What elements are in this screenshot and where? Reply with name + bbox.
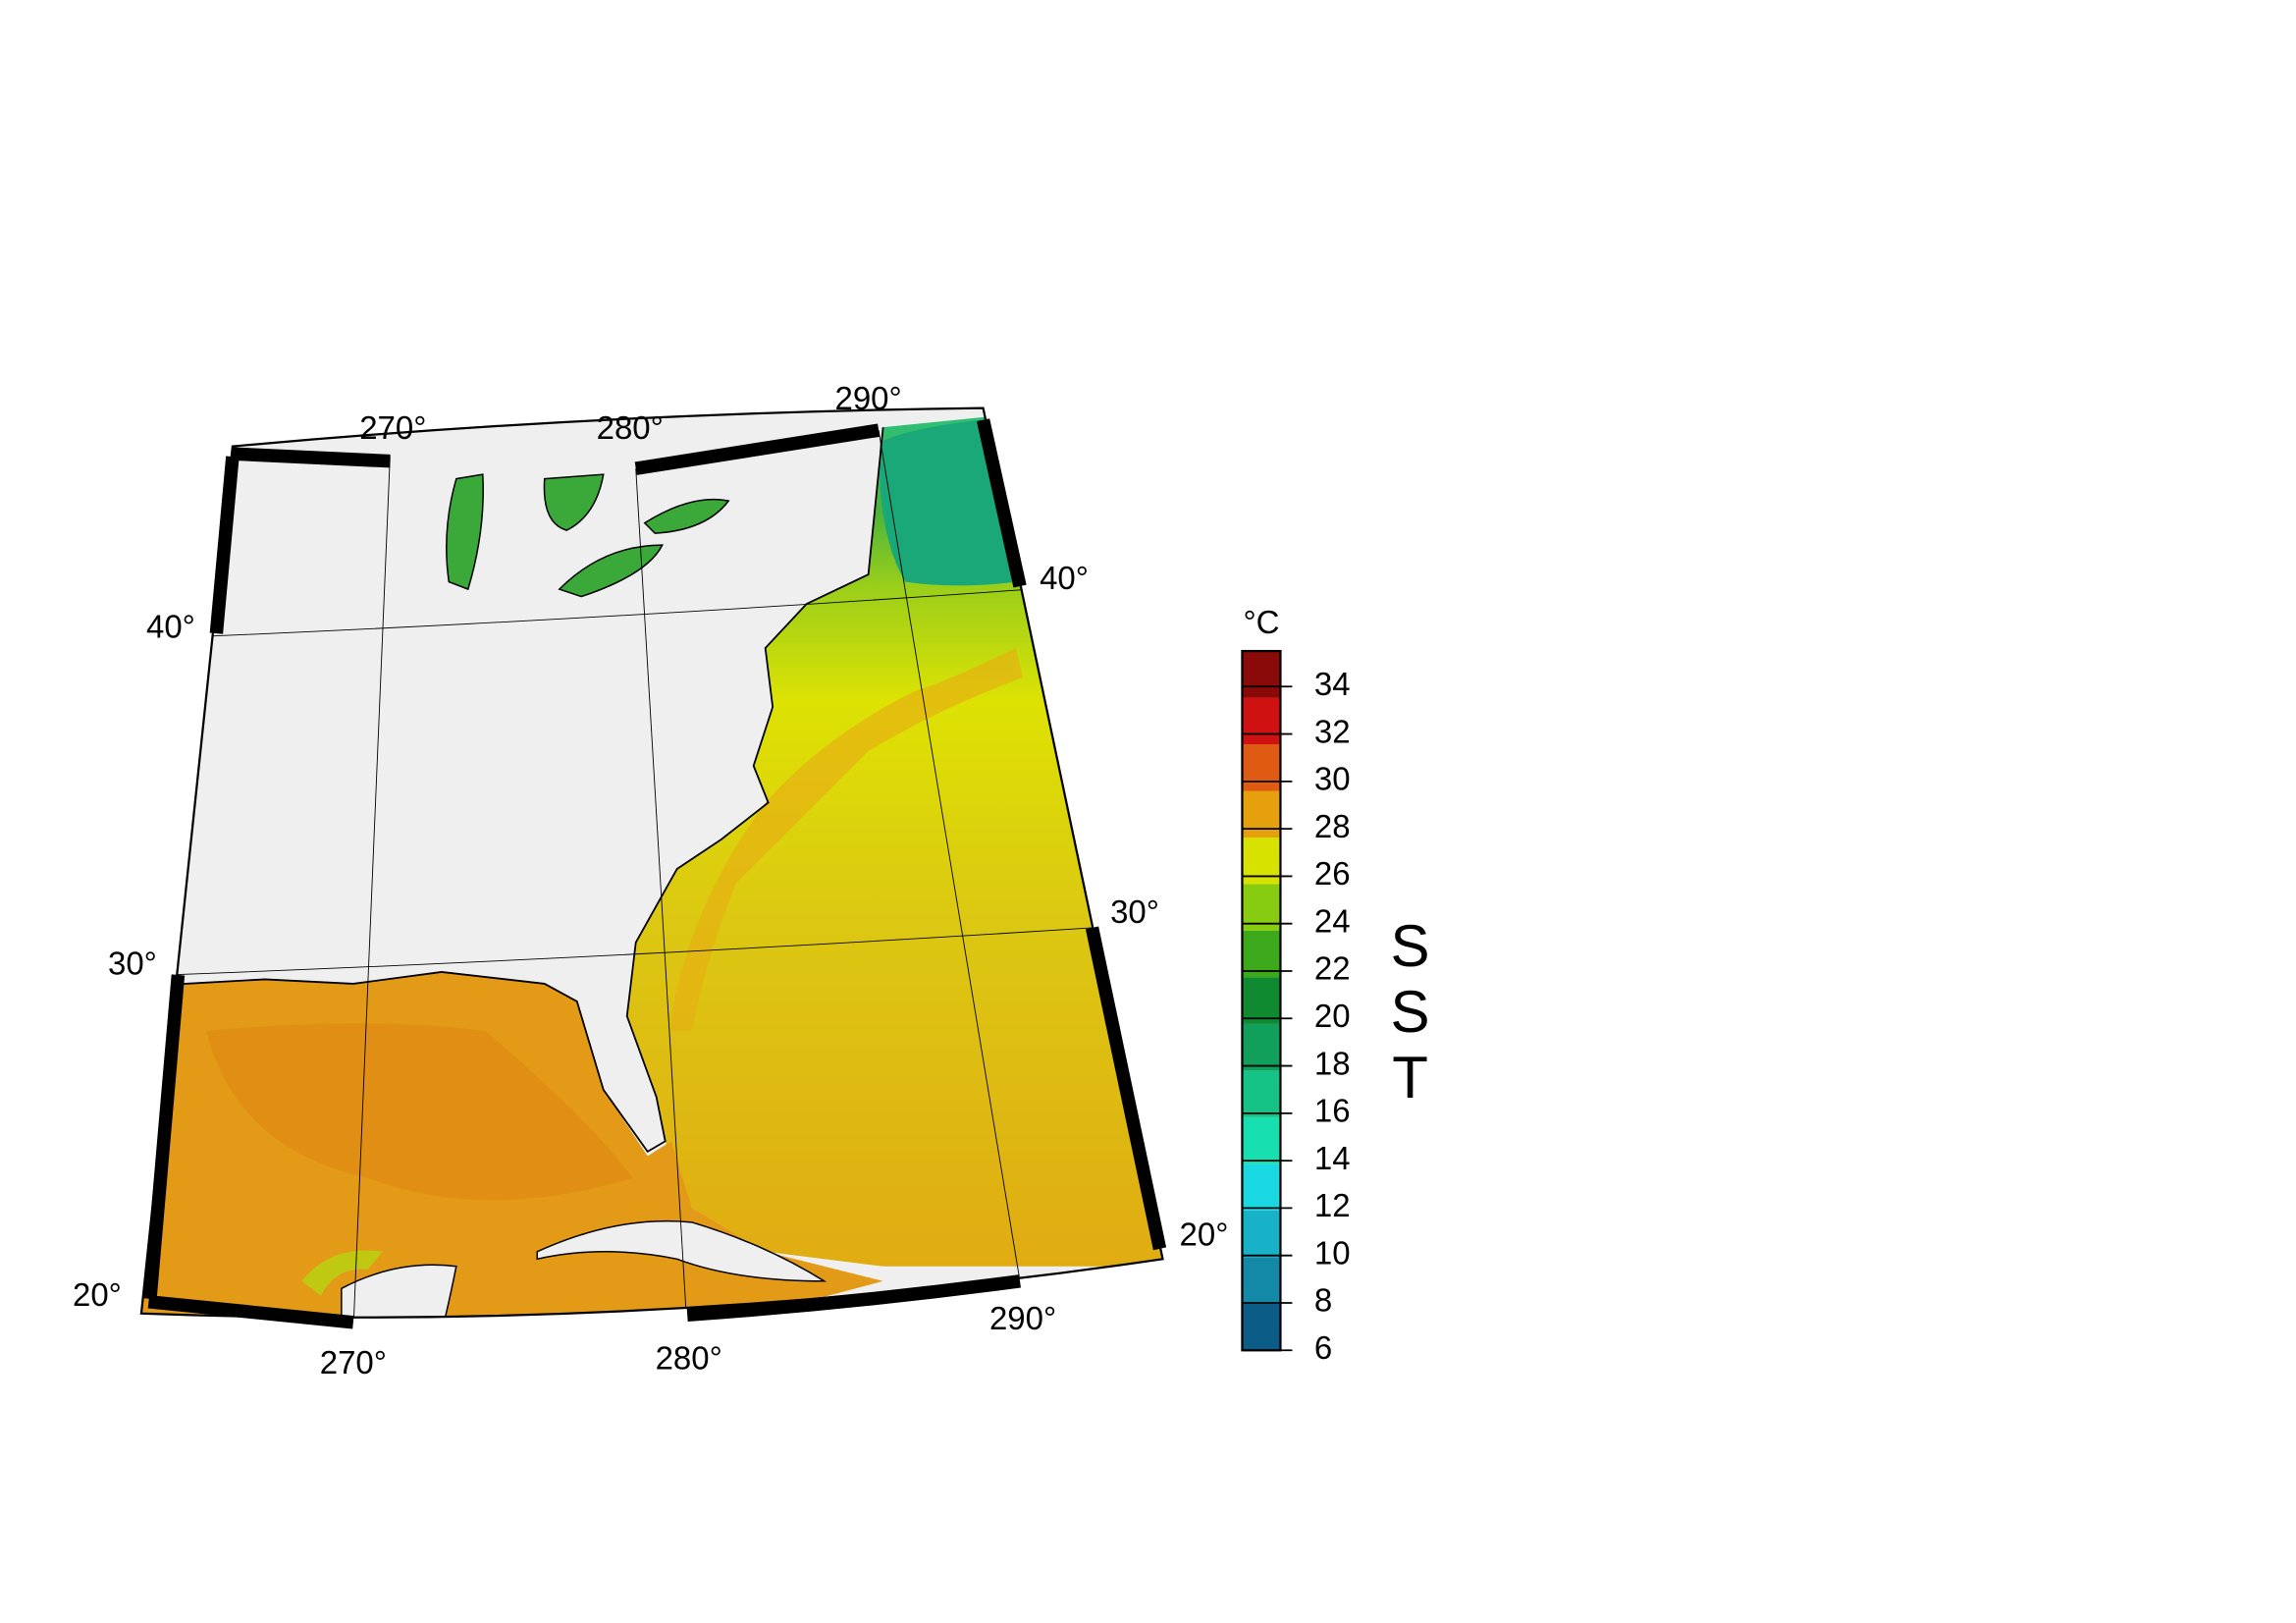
lon-label: 290° [835, 380, 902, 416]
colorbar-band [1242, 744, 1281, 791]
colorbar-tick-label: 16 [1314, 1093, 1351, 1129]
colorbar-tick-label: 6 [1314, 1329, 1332, 1366]
lat-label: 30° [108, 946, 157, 982]
lake [643, 498, 730, 534]
colorbar-tick-label: 10 [1314, 1234, 1351, 1271]
lon-label: 270° [320, 1344, 387, 1380]
colorbar-band [1242, 1257, 1281, 1304]
colorbar-band [1242, 977, 1281, 1024]
graticule [169, 927, 1093, 976]
ocean-cold [880, 419, 1016, 586]
peninsula [341, 1264, 457, 1318]
map-area [140, 407, 1163, 1318]
colorbar-band [1242, 1163, 1281, 1211]
lake [446, 473, 484, 591]
colorbar-tick-label: 28 [1314, 808, 1351, 844]
colorbar-band [1242, 1070, 1281, 1117]
map-frame [139, 406, 1164, 1319]
colorbar-tick-label: 20 [1314, 998, 1351, 1034]
colorbar-band [1242, 930, 1281, 978]
colorbar-tick-label: 18 [1314, 1045, 1351, 1081]
colorbar-unit: °C [1243, 604, 1279, 640]
colorbar-tick-label: 26 [1314, 855, 1351, 892]
graticule [635, 468, 688, 1318]
lon-label: 290° [989, 1300, 1056, 1336]
colorbar-band [1242, 1023, 1281, 1071]
colorbar-tick-label: 32 [1314, 713, 1351, 749]
colorbar-label: SST [1377, 913, 1443, 1110]
colorbar-tick-label: 34 [1314, 666, 1351, 702]
lat-label: 40° [146, 608, 195, 644]
lat-label: 20° [73, 1276, 122, 1313]
colorbar-band [1242, 790, 1281, 838]
colorbar-tick-label: 30 [1314, 761, 1351, 797]
colorbar-band [1242, 1116, 1281, 1164]
ocean-warm [205, 1023, 633, 1201]
colorbar-band [1242, 697, 1281, 745]
lon-label: 270° [359, 409, 426, 446]
colorbar-tick-label: 24 [1314, 902, 1351, 939]
frame-ticks [143, 418, 1167, 1329]
graticule [205, 588, 1031, 637]
lat-label: 30° [1110, 893, 1159, 930]
colorbar-tick-label: 14 [1314, 1140, 1351, 1176]
graticule [352, 457, 391, 1318]
lat-label: 20° [1180, 1217, 1229, 1253]
upwelling [301, 1250, 383, 1296]
coastline [140, 427, 884, 1154]
colorbar-band [1242, 837, 1281, 885]
graticule [878, 430, 1021, 1281]
colorbar-tick-label: 22 [1314, 950, 1351, 987]
colorbar-tick-label: 8 [1314, 1282, 1332, 1319]
colorbar: 6 8 10 12 14 16 18 20 22 24 26 28 30 32 34 [1241, 649, 1351, 1366]
lake [543, 473, 605, 531]
lon-label: 280° [597, 409, 664, 446]
lake [558, 544, 664, 598]
colorbar-band [1242, 1210, 1281, 1258]
lon-label: 280° [656, 1339, 722, 1376]
lat-label: 40° [1040, 560, 1089, 596]
colorbar-tick-label: 12 [1314, 1187, 1351, 1223]
colorbar-band [1242, 1303, 1281, 1351]
gulf-stream [669, 648, 1024, 1031]
colorbar-band [1242, 651, 1281, 698]
island [536, 1219, 828, 1282]
